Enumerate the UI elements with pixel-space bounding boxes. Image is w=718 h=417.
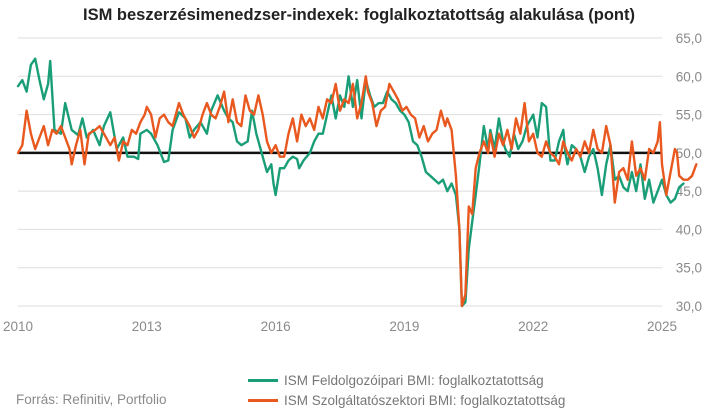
y-tick-label: 50,0: [676, 146, 702, 161]
gridlines: [18, 37, 662, 307]
y-tick-label: 35,0: [676, 261, 702, 276]
y-tick-label: 45,0: [676, 184, 702, 199]
x-axis: 2010 2013 2016 2019 2022 2025: [3, 319, 677, 334]
series-line-services: [16, 75, 698, 308]
legend-label-services: ISM Szolgáltatószektori BMI: foglalkozta…: [284, 392, 566, 408]
chart-title: ISM beszerzésimenedzser-indexek: foglalk…: [83, 6, 635, 24]
x-tick-label: 2016: [261, 319, 291, 334]
x-tick-label: 2013: [132, 319, 162, 334]
x-tick-label: 2025: [647, 319, 677, 334]
legend-item-manufacturing: ISM Feldolgozóipari BMI: foglalkoztatott…: [248, 370, 565, 390]
x-tick-label: 2019: [389, 319, 419, 334]
x-tick-label: 2022: [518, 319, 548, 334]
source-note: Forrás: Refinitiv, Portfolio: [16, 392, 167, 407]
legend-label-manufacturing: ISM Feldolgozóipari BMI: foglalkoztatott…: [284, 372, 544, 388]
legend-item-services: ISM Szolgáltatószektori BMI: foglalkozta…: [248, 390, 565, 410]
legend-swatch-manufacturing: [248, 378, 278, 382]
y-tick-label: 30,0: [676, 299, 702, 314]
series-lines: [16, 57, 698, 308]
y-tick-label: 60,0: [676, 69, 702, 84]
legend-swatch-services: [248, 398, 278, 402]
x-tick-label: 2010: [3, 319, 33, 334]
legend: ISM Feldolgozóipari BMI: foglalkoztatott…: [248, 370, 565, 410]
y-tick-label: 55,0: [676, 108, 702, 123]
y-axis: 30,0 35,0 40,0 45,0 50,0 55,0 60,0 65,0: [676, 31, 702, 314]
y-tick-label: 65,0: [676, 31, 702, 46]
y-tick-label: 40,0: [676, 222, 702, 237]
